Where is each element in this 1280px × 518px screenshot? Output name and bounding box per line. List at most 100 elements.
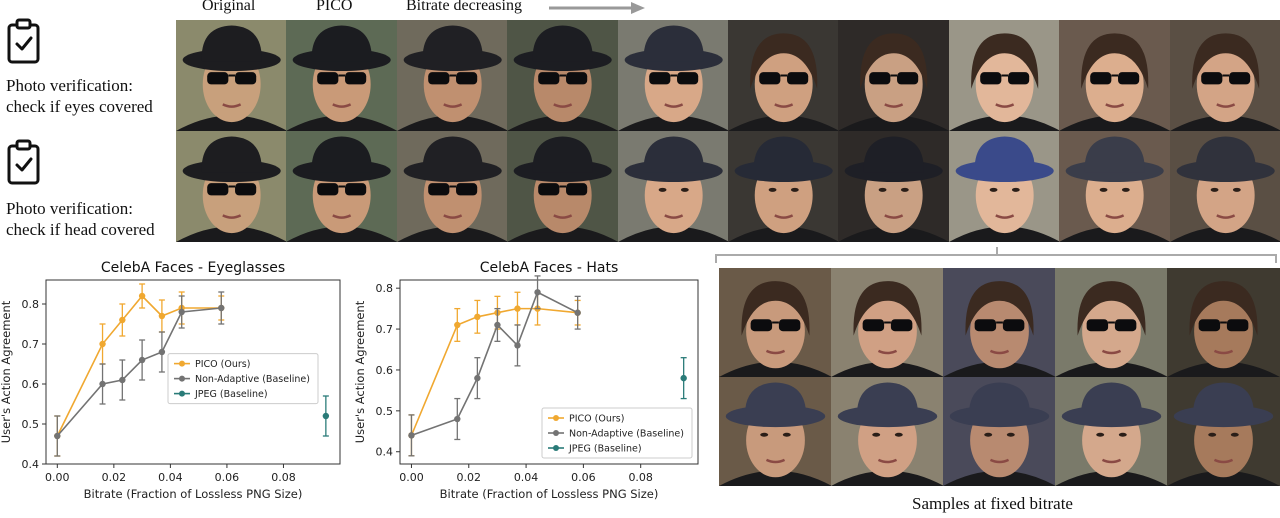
x-tick-label: 0.00 — [399, 471, 424, 484]
glasses-lens-right — [235, 183, 257, 196]
face-skin — [754, 46, 813, 123]
glasses-lens-left — [979, 72, 1002, 85]
shoulders — [286, 226, 398, 242]
face-image — [617, 20, 729, 131]
data-point — [322, 412, 330, 420]
eye-left — [872, 432, 881, 437]
hat-crown — [311, 136, 373, 173]
shoulders — [507, 226, 619, 242]
mouth — [884, 103, 904, 108]
hair — [853, 281, 922, 336]
x-tick-label: 0.02 — [102, 471, 127, 484]
face-image — [617, 131, 729, 242]
legend-label: Non-Adaptive (Baseline) — [569, 429, 684, 440]
glasses-lens-left — [317, 72, 339, 85]
data-point — [454, 415, 461, 423]
eye-left — [1099, 187, 1108, 192]
mouth — [877, 349, 898, 355]
shoulders — [831, 470, 944, 486]
shoulders — [1167, 470, 1280, 486]
y-tick-label: 0.6 — [376, 364, 394, 377]
mouth — [1101, 458, 1122, 464]
glasses-lens-right — [345, 183, 367, 196]
samples-bracket — [715, 247, 1277, 263]
mouth — [989, 349, 1010, 355]
legend-swatch-marker — [179, 375, 185, 382]
legend-swatch-marker — [553, 445, 559, 451]
glasses-lens-right — [1002, 319, 1025, 332]
mouth — [1213, 349, 1234, 355]
mouth — [1215, 103, 1235, 108]
glasses-lens-right — [676, 72, 698, 85]
shoulders — [838, 115, 950, 131]
face-image-grid — [176, 20, 1280, 242]
sample-image — [943, 268, 1056, 377]
face-image — [176, 20, 288, 131]
sample-image — [1055, 377, 1168, 486]
original-label: Original — [202, 0, 256, 14]
sample-image — [943, 377, 1056, 486]
sample-drawing — [1055, 377, 1168, 486]
shoulders — [1169, 226, 1280, 242]
hats-chart: CelebA Faces - Hats 0.00 0.02 0.04 0.06 0.08 0… — [353, 260, 699, 501]
shoulders — [1167, 361, 1280, 377]
eye-right — [782, 432, 791, 437]
face-image — [1059, 20, 1171, 131]
legend-box — [167, 353, 319, 405]
eye-right — [894, 432, 903, 437]
sample-drawing — [943, 377, 1056, 486]
legend-label: Non-Adaptive (Baseline) — [195, 374, 310, 385]
sample-drawing — [1167, 377, 1280, 486]
sample-drawing — [831, 377, 944, 486]
face-skin — [1082, 294, 1141, 369]
fixed-bitrate-sample-grid — [719, 268, 1280, 486]
face-drawing — [1169, 20, 1280, 131]
data-point — [680, 374, 687, 382]
mouth — [1105, 214, 1125, 219]
glasses-lens-left — [759, 72, 781, 85]
sample-drawing — [1167, 268, 1280, 377]
sample-image — [831, 268, 944, 377]
face-drawing — [176, 20, 288, 131]
hat-crown — [1084, 136, 1146, 173]
eye-left — [989, 187, 998, 192]
eye-right — [1118, 432, 1127, 437]
sample-image — [1167, 268, 1280, 377]
glasses-lens-left — [427, 72, 450, 85]
glasses-lens-right — [890, 319, 913, 332]
mouth — [663, 103, 683, 108]
x-tick-label: 0.08 — [628, 471, 653, 484]
data-point — [99, 340, 106, 348]
shoulders — [176, 226, 288, 242]
face-drawing — [948, 131, 1061, 242]
face-image — [507, 20, 619, 131]
hair — [860, 33, 928, 89]
mouth — [995, 103, 1014, 108]
eye-left — [1210, 187, 1219, 192]
hat-crown — [643, 25, 704, 62]
face-image — [728, 131, 840, 242]
sample-image — [719, 268, 832, 377]
face-drawing — [838, 131, 950, 242]
y-tick-label: 0.8 — [22, 298, 40, 311]
face-drawing — [838, 20, 950, 131]
glasses-lens-left — [648, 72, 670, 85]
sample-drawing — [719, 377, 832, 486]
eye-left — [984, 432, 993, 437]
shoulders — [396, 115, 509, 131]
clipboard-check-icon — [7, 18, 40, 64]
mouth — [995, 214, 1014, 219]
glasses-lens-left — [862, 319, 885, 332]
mouth — [222, 103, 242, 108]
shoulders — [948, 226, 1061, 242]
hat-crown — [532, 136, 594, 173]
sample-drawing — [943, 268, 1056, 377]
glasses-lens-right — [455, 183, 478, 196]
face-skin — [865, 46, 924, 123]
mouth — [553, 103, 573, 108]
face-drawing — [507, 20, 619, 131]
data-point — [138, 292, 146, 300]
y-tick-label: 0.4 — [376, 446, 394, 459]
glasses-lens-right — [1118, 72, 1140, 85]
hat-crown — [753, 136, 814, 173]
